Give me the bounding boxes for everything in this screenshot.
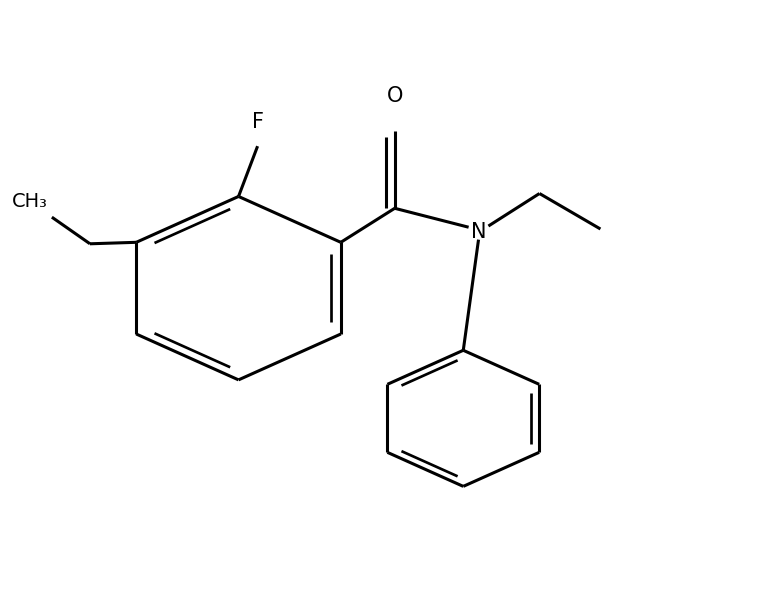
Text: O: O	[386, 86, 403, 106]
Text: F: F	[251, 112, 264, 133]
Text: CH₃: CH₃	[12, 192, 48, 211]
Text: N: N	[471, 222, 487, 242]
